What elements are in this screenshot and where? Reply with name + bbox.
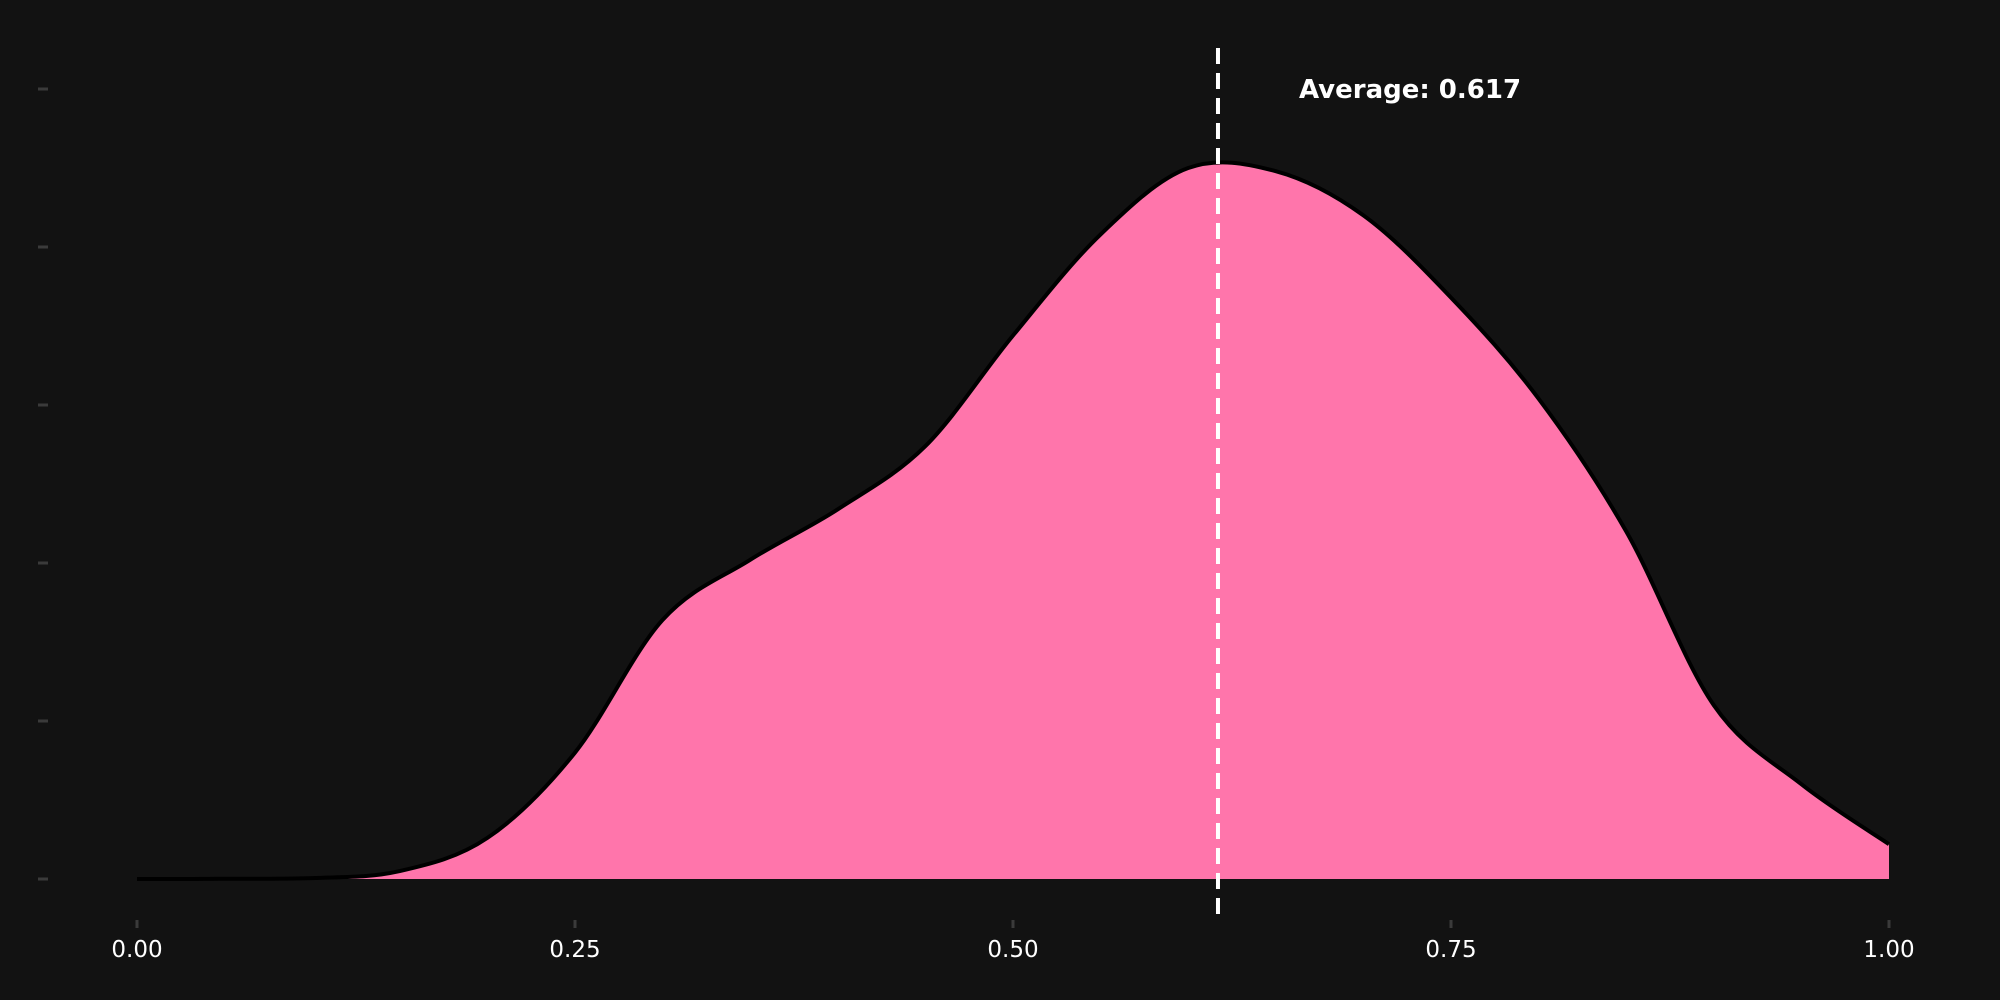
density-area — [137, 162, 1889, 879]
y-axis-ticks — [38, 87, 48, 881]
x-axis-ticks: 0.00 0.25 0.50 0.75 1.00 — [111, 920, 1915, 963]
x-tick-label-0: 0.00 — [111, 937, 162, 963]
density-outline — [136, 160, 1891, 881]
density-layer — [136, 160, 1891, 881]
x-tick-label-2: 0.50 — [987, 937, 1038, 963]
x-tick-label-1: 0.25 — [549, 937, 600, 963]
x-tick-label-4: 1.00 — [1863, 937, 1914, 963]
average-annotation: Average: 0.617 — [1215, 48, 1521, 920]
average-label: Average: 0.617 — [1299, 75, 1521, 105]
x-tick-label-3: 0.75 — [1425, 937, 1476, 963]
